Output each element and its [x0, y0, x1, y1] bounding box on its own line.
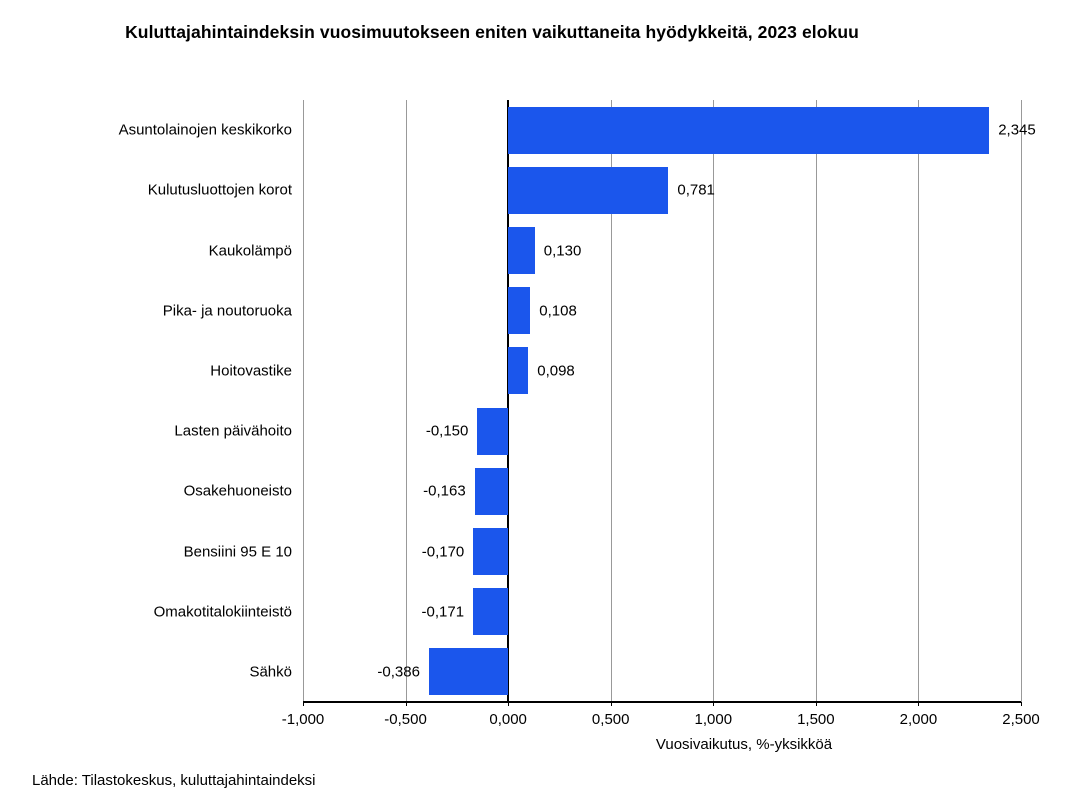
gridline: [713, 100, 715, 702]
bar: [474, 467, 509, 515]
x-tick-label: 2,000: [899, 711, 938, 728]
x-tick-label: -0,500: [384, 711, 427, 728]
bar-value-label: 2,345: [998, 121, 1036, 139]
category-label: Asuntolainojen keskikorko: [118, 121, 292, 139]
axis-tick: [918, 702, 920, 706]
bar: [473, 528, 509, 575]
plot-area: -1,000 -0,500 0,000 0,500 1,000 1,500 2,000 2,5…: [119, 100, 1040, 728]
category-label: Pika- ja noutoruoka: [162, 302, 292, 320]
axis-tick: [815, 702, 817, 706]
x-tick-label: 2,500: [1002, 711, 1040, 728]
axis-tick: [1021, 702, 1022, 706]
axis-tick: [508, 702, 510, 706]
bar: [428, 648, 509, 696]
zero-line: [507, 100, 510, 702]
bar: [508, 287, 531, 335]
gridline: [918, 100, 920, 702]
x-tick-label: -1,000: [281, 711, 325, 728]
gridline: [1021, 100, 1022, 702]
bar: [473, 588, 509, 636]
bar-value-label: -0,170: [421, 543, 465, 560]
bar-value-label: 0,130: [543, 242, 582, 259]
bar: [508, 347, 529, 395]
bar: [508, 166, 669, 214]
x-tick-label: 1,000: [694, 711, 733, 728]
axis-tick: [610, 702, 612, 706]
bar: [508, 227, 535, 274]
gridline: [405, 100, 407, 702]
category-label: Omakotitalokiinteistö: [153, 603, 292, 621]
category-label: Hoitovastike: [210, 362, 292, 380]
bar-value-label: 0,098: [537, 362, 575, 380]
bar-value-label: -0,150: [425, 422, 469, 440]
category-label: Osakehuoneisto: [183, 482, 292, 500]
bar-value-label: 0,108: [539, 302, 577, 320]
gridline: [303, 100, 304, 702]
x-axis-label: Vuosivaikutus, %-yksikköä: [655, 736, 833, 753]
bar-value-label: -0,163: [423, 482, 466, 500]
category-label: Bensiini 95 E 10: [183, 543, 292, 560]
axis-tick: [303, 702, 304, 706]
category-label: Lasten päivähoito: [174, 422, 292, 440]
x-axis-line: [303, 701, 1021, 703]
bar: [508, 106, 990, 154]
gridline: [815, 100, 817, 702]
bar-value-label: 0,781: [677, 181, 715, 199]
gridline: [610, 100, 612, 702]
x-tick-label: 0,000: [489, 711, 527, 728]
bar: [477, 407, 509, 455]
x-tick-label: 0,500: [591, 711, 630, 728]
x-tick-label: 1,500: [797, 711, 835, 728]
chart-title: Kuluttajahintaindeksin vuosimuutokseen e…: [125, 22, 859, 42]
axis-tick: [713, 702, 715, 706]
source-note: Lähde: Tilastokeskus, kuluttajahintainde…: [32, 772, 316, 789]
bar-value-label: -0,171: [421, 603, 465, 621]
category-label: Kaukolämpö: [208, 242, 292, 259]
category-label: Kulutusluottojen korot: [147, 181, 292, 199]
category-label: Sähkö: [249, 663, 292, 681]
bar-value-label: -0,386: [377, 663, 420, 681]
axis-tick: [405, 702, 407, 706]
